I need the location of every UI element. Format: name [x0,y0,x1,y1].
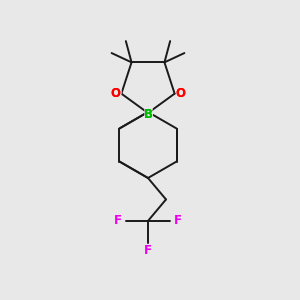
Text: O: O [176,87,186,100]
Text: O: O [174,86,187,101]
Text: O: O [109,86,122,101]
Text: F: F [174,214,182,227]
Text: O: O [110,87,120,100]
Text: O: O [110,87,120,100]
Text: B: B [142,106,154,122]
Text: B: B [143,107,152,121]
Text: F: F [144,244,152,257]
Text: F: F [114,214,122,227]
Text: B: B [143,107,152,121]
Text: O: O [176,87,186,100]
